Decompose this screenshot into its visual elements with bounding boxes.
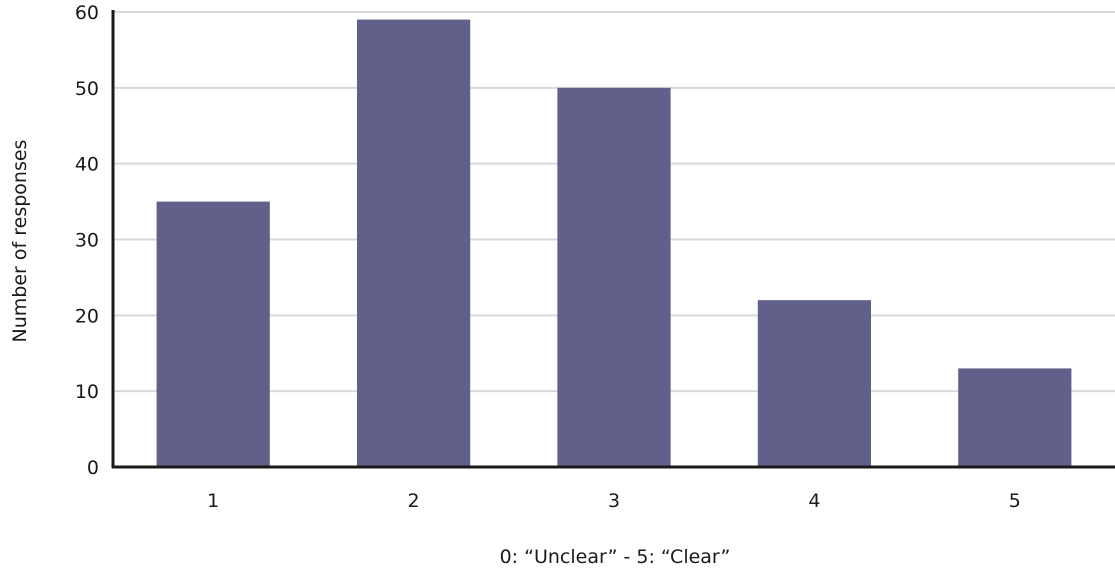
bars (156, 19, 1072, 468)
bar-5 (958, 368, 1072, 467)
x-tick-label: 2 (408, 490, 420, 512)
bar-2 (356, 19, 471, 467)
y-tick-label: 60 (75, 2, 99, 24)
y-tick-labels: 0 10 20 30 40 50 60 (75, 2, 99, 479)
y-tick-label: 30 (75, 230, 99, 252)
x-tick-label: 1 (207, 490, 219, 512)
x-tick-labels: 1 2 3 4 5 (207, 490, 1021, 512)
x-tick-label: 3 (608, 490, 620, 512)
y-tick-label: 20 (75, 305, 99, 327)
bar-4 (757, 300, 872, 467)
x-tick-label: 4 (808, 490, 820, 512)
bar-1 (156, 201, 270, 468)
y-tick-label: 40 (75, 154, 99, 176)
x-axis-title: 0: “Unclear” - 5: “Clear” (500, 546, 731, 568)
y-tick-label: 10 (75, 381, 99, 403)
y-tick-label: 50 (75, 78, 99, 100)
y-tick-label: 0 (87, 457, 99, 479)
bar-3 (557, 87, 671, 467)
y-axis-title: Number of responses (9, 140, 31, 343)
x-tick-label: 5 (1009, 490, 1021, 512)
